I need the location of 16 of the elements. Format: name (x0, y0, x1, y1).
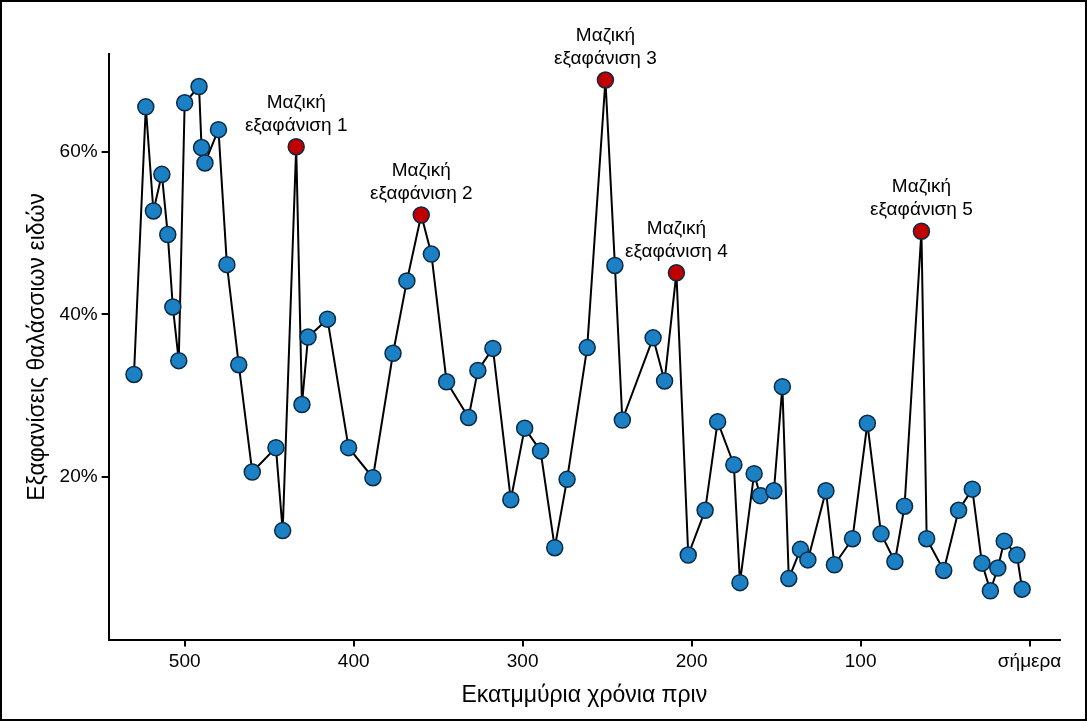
y-axis-title: Εξαφανίσεις θαλάσσιων ειδών (23, 192, 50, 501)
y-tick-label: 20% (59, 465, 98, 487)
x-tick-label: σήμερα (997, 650, 1062, 672)
annotation: Μαζική εξαφάνιση 3 (554, 24, 657, 69)
x-tick-label: 200 (675, 650, 708, 672)
annotation: Μαζική εξαφάνιση 1 (244, 90, 348, 135)
x-tick-label: 500 (168, 650, 201, 672)
annotation: Μαζική εξαφάνιση 2 (369, 159, 473, 204)
x-tick-label: 300 (506, 650, 539, 672)
x-axis-title: Εκατμμύρια χρόνια πριν (461, 680, 708, 707)
annotation: Μαζική εξαφάνιση 5 (870, 175, 973, 220)
y-tick-label: 40% (59, 302, 98, 324)
y-tick-label: 60% (59, 139, 98, 161)
x-tick-label: 100 (844, 650, 877, 672)
x-tick-label: 400 (337, 650, 370, 672)
annotation: Μαζική εξαφάνιση 4 (625, 216, 729, 261)
